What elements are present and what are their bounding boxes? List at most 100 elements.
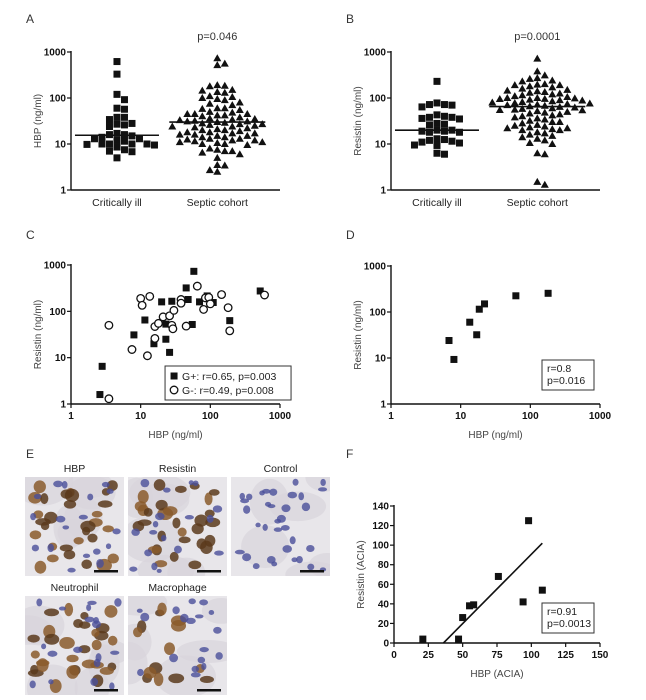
nucleus [269, 488, 278, 496]
data-point [220, 140, 229, 147]
stained-cell [91, 639, 102, 651]
data-point [213, 131, 222, 139]
chart-c: 1 10 100 1000 Resistin (ng/ml) 1 10 100 1000 HBP … [33, 261, 292, 442]
micrograph-title: HBP [64, 463, 86, 475]
data-point [466, 318, 474, 326]
data-point [198, 133, 207, 141]
data-point [518, 119, 527, 127]
stained-cell [204, 509, 215, 518]
stained-cell [91, 628, 100, 637]
y-tick-label: 60 [378, 580, 390, 591]
data-point [213, 145, 222, 153]
data-point [213, 139, 222, 147]
chart-a: 1 10 100 1000 HBP (ng/ml) Critically ill Septi… [33, 31, 280, 209]
data-point [205, 99, 214, 107]
data-point [448, 101, 456, 109]
data-point [258, 120, 267, 128]
y-tick-label: 100 [49, 307, 66, 318]
data-point [113, 58, 121, 66]
y-tick-label: 100 [372, 541, 389, 552]
data-point [183, 128, 192, 136]
stained-cell [199, 675, 214, 684]
data-point [563, 107, 572, 115]
data-point [563, 85, 572, 93]
data-point [540, 101, 549, 109]
data-point [162, 335, 170, 343]
data-point [198, 104, 207, 112]
data-point [213, 167, 222, 175]
data-point [470, 601, 478, 609]
stained-cell [63, 549, 76, 560]
nucleus [213, 626, 222, 634]
data-point [183, 135, 192, 143]
stained-cell [155, 499, 168, 511]
y-tick-label: 10 [55, 140, 67, 151]
stained-cell [40, 493, 49, 505]
nucleus [206, 514, 214, 523]
data-point [503, 86, 512, 94]
data-point [226, 317, 234, 325]
data-point [141, 316, 149, 324]
data-point [205, 144, 214, 152]
data-point [418, 138, 426, 146]
data-point [176, 298, 186, 308]
data-point [425, 128, 433, 136]
y-tick-label: 100 [369, 94, 386, 105]
data-point [440, 127, 448, 135]
data-point [563, 93, 572, 101]
data-point [213, 95, 222, 103]
nucleus [197, 656, 206, 664]
data-point [540, 108, 549, 116]
tissue-patch [241, 525, 290, 569]
data-point [105, 116, 113, 124]
data-point [137, 300, 147, 310]
data-point [540, 180, 549, 188]
nucleus [180, 613, 189, 623]
data-point [228, 136, 237, 144]
data-point [235, 113, 244, 121]
data-point [168, 297, 176, 305]
stained-cell [106, 480, 118, 491]
nucleus [267, 504, 276, 509]
data-point [228, 115, 237, 123]
data-point [220, 111, 229, 119]
scale-bar [300, 570, 324, 573]
scale-bar [94, 689, 118, 692]
data-point [555, 118, 564, 126]
scale-bar [94, 570, 118, 573]
nucleus [292, 478, 299, 486]
stained-cell [97, 500, 113, 508]
legend-marker [169, 385, 179, 395]
nucleus [199, 646, 209, 653]
data-point [228, 101, 237, 109]
nucleus [212, 505, 223, 513]
stats-text: r=0.8 [547, 363, 571, 375]
data-point [196, 298, 204, 306]
nucleus [144, 549, 153, 557]
data-point [540, 88, 549, 96]
nucleus [192, 480, 199, 487]
data-point [228, 93, 237, 101]
tissue-patch [305, 477, 330, 492]
nucleus [140, 478, 150, 488]
data-point [198, 86, 207, 94]
y-tick-label: 1000 [364, 48, 387, 59]
data-point [540, 122, 549, 130]
nucleus [191, 665, 199, 673]
scale-bar [197, 689, 221, 692]
y-axis-label: Resistin (ng/ml) [33, 300, 44, 369]
data-point [113, 154, 121, 162]
data-point [145, 291, 155, 301]
category-label: Critically ill [412, 197, 462, 209]
y-tick-label: 10 [375, 140, 387, 151]
x-axis-label: HBP (ng/ml) [468, 430, 522, 441]
nucleus [47, 543, 54, 553]
data-point [455, 139, 463, 147]
data-point [548, 125, 557, 133]
data-point [518, 126, 527, 134]
stained-cell [168, 673, 185, 684]
stained-cell [59, 637, 75, 649]
data-point [548, 97, 557, 105]
y-tick-label: 100 [49, 94, 66, 105]
x-tick-label: 1000 [589, 411, 612, 422]
